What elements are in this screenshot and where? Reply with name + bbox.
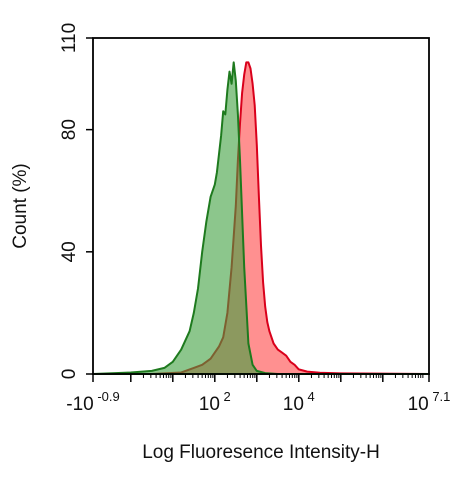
histogram-series-1 <box>92 61 430 375</box>
plot-frame <box>92 37 430 375</box>
x-tick-labels: -10 -0.9 10 2 10 4 10 7.1 <box>66 389 450 415</box>
x-axis-title: Log Fluoresence Intensity-H <box>142 442 380 463</box>
plot-areas <box>92 61 430 375</box>
x-tick-label: -10 -0.9 <box>66 389 119 415</box>
histogram-series-2 <box>92 61 430 375</box>
y-tick-label: 110 <box>59 23 80 53</box>
y-tick-label: 40 <box>59 241 80 262</box>
x-tick-label: 10 7.1 <box>408 389 451 415</box>
y-tick-labels: 0 40 80 110 <box>59 23 80 379</box>
y-tick-label: 0 <box>59 369 80 380</box>
x-major-ticks <box>92 374 430 382</box>
x-tick-label: 10 2 <box>199 389 231 415</box>
x-minor-ticks <box>142 374 424 378</box>
y-tick-label: 80 <box>59 119 80 140</box>
x-tick-label: 10 4 <box>283 389 315 415</box>
y-ticks <box>86 37 93 375</box>
y-axis-title: Count (%) <box>10 163 31 249</box>
